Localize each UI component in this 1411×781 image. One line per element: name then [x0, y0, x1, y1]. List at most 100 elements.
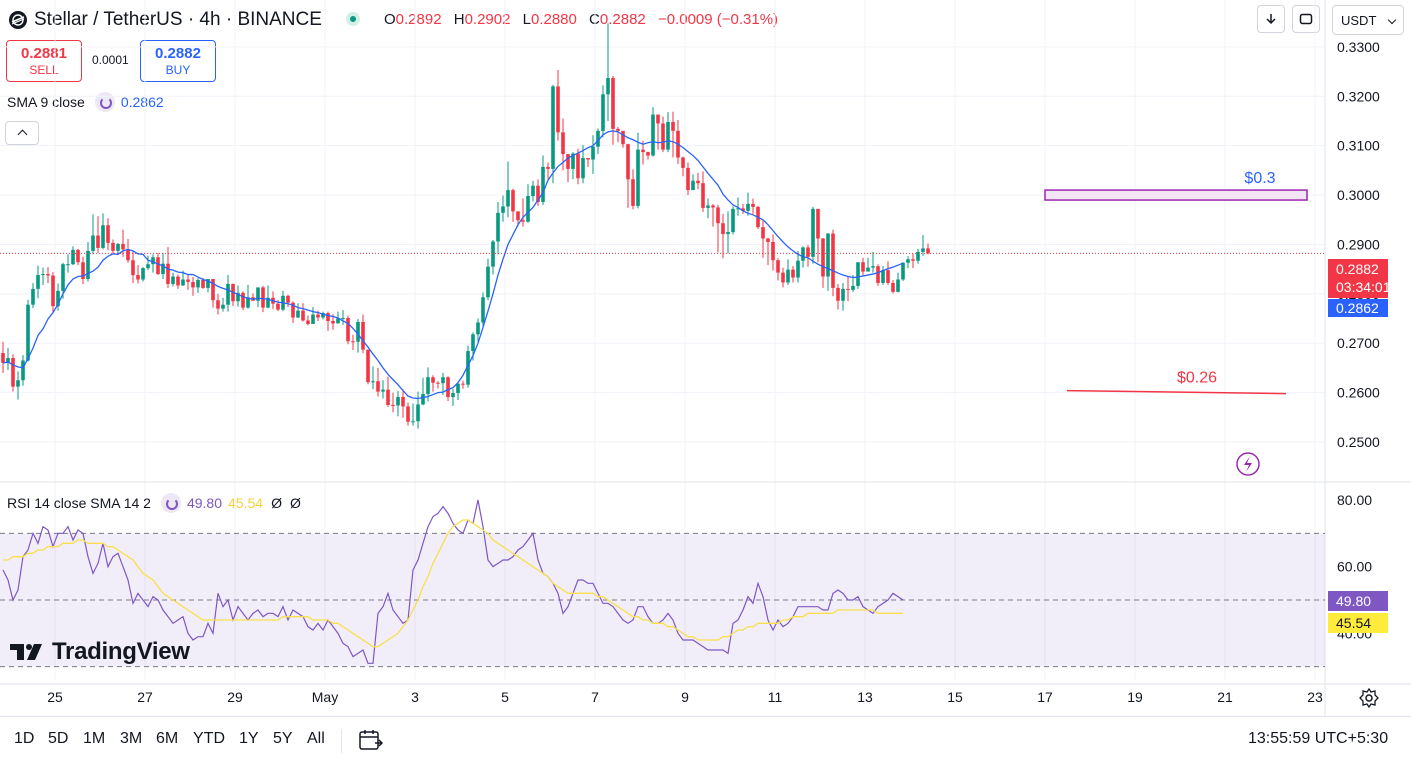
candle-body — [536, 185, 540, 202]
ohlc-low-key: L — [522, 11, 531, 28]
candle-body — [401, 397, 405, 407]
candle-body — [326, 313, 330, 321]
download-icon — [1266, 14, 1276, 25]
candle-body — [226, 283, 230, 305]
symbol-title[interactable]: Stellar / TetherUS · 4h · BINANCE — [34, 9, 322, 30]
candle-body — [601, 94, 605, 131]
range-1m-button[interactable]: 1M — [83, 730, 106, 747]
candle-body — [66, 264, 70, 266]
price-axis-label: 0.2600 — [1337, 385, 1380, 401]
candle-body — [501, 206, 505, 213]
candle-body — [451, 393, 455, 398]
calendar-goto-icon[interactable] — [357, 727, 383, 753]
candle-body — [846, 288, 850, 290]
candle-body — [331, 320, 335, 324]
candle-body — [46, 274, 50, 276]
candle-body — [101, 225, 105, 248]
price-axis-label: 0.3300 — [1337, 39, 1380, 55]
range-3m-button[interactable]: 3M — [120, 730, 143, 747]
range-5d-button[interactable]: 5D — [48, 730, 69, 747]
settings-gear-icon[interactable] — [1358, 687, 1380, 709]
rsi-sma-value-tag: 45.54 — [1328, 613, 1388, 633]
time-axis-label: 21 — [1217, 689, 1233, 705]
bar-countdown: 03:34:01 — [1336, 279, 1391, 295]
currency-select[interactable]: USDT — [1332, 5, 1404, 35]
candle-body — [146, 264, 150, 269]
candle-body — [381, 389, 385, 392]
range-6m-button[interactable]: 6M — [156, 730, 179, 747]
candle-body — [711, 205, 715, 208]
candle-body — [406, 406, 410, 422]
candle-body — [576, 153, 580, 179]
currency-label: USDT — [1341, 12, 1377, 28]
sma-legend[interactable]: SMA 9 close 0.2862 — [7, 92, 164, 112]
tradingview-watermark[interactable]: TradingView — [10, 638, 190, 666]
candle-body — [116, 243, 120, 251]
candle-body — [841, 288, 845, 301]
collapse-legend-button[interactable] — [5, 121, 39, 145]
candle-body — [646, 152, 650, 156]
range-ytd-button[interactable]: YTD — [193, 730, 225, 747]
candle-body — [416, 404, 420, 422]
candle-body — [661, 123, 665, 150]
candle-body — [831, 233, 835, 288]
indicator-refresh-icon[interactable] — [94, 92, 115, 112]
candle-body — [826, 233, 830, 277]
candle-body — [176, 276, 180, 286]
candle-body — [196, 279, 200, 288]
candle-body — [771, 241, 775, 261]
candle-body — [151, 257, 155, 265]
candle-body — [41, 274, 45, 276]
indicator-refresh-icon[interactable] — [160, 493, 181, 513]
price-axis-label: 0.2500 — [1337, 434, 1380, 450]
candle-body — [671, 121, 675, 131]
candle-body — [906, 259, 910, 263]
rsi-legend-empty-2: Ø — [289, 495, 301, 511]
download-button[interactable] — [1257, 5, 1285, 33]
toolbar-divider — [341, 729, 342, 753]
range-all-button[interactable]: All — [307, 730, 325, 747]
range-5y-button[interactable]: 5Y — [273, 730, 293, 747]
price-axis-label: 0.3200 — [1337, 88, 1380, 104]
candle-body — [211, 279, 215, 301]
lightning-icon — [1244, 456, 1252, 472]
candle-body — [871, 266, 875, 268]
time-axis-label: 11 — [768, 689, 783, 705]
candle-body — [6, 358, 10, 363]
candle-body — [571, 153, 575, 169]
range-1d-button[interactable]: 1D — [14, 730, 35, 747]
price-axis-label: 0.2700 — [1337, 335, 1380, 351]
clock-timezone[interactable]: 13:55:59 UTC+5:30 — [1248, 730, 1389, 747]
tradingview-wordmark: TradingView — [52, 638, 190, 665]
candle-body — [296, 310, 300, 318]
rsi-legend-empty-1: Ø — [271, 495, 282, 511]
candle-body — [391, 404, 395, 406]
time-axis-label: 29 — [227, 689, 243, 705]
range-1y-button[interactable]: 1Y — [239, 730, 259, 747]
bottom-toolbar: 1D 5D 1M 3M 6M YTD 1Y 5Y All 13:55:59 UT… — [0, 716, 1411, 764]
spread-value: 0.0001 — [92, 53, 129, 67]
candle-body — [81, 262, 85, 280]
candle-body — [221, 304, 225, 309]
candle-body — [171, 276, 175, 284]
time-axis-label: 5 — [501, 689, 509, 705]
fullscreen-icon — [1299, 13, 1313, 25]
sell-label: SELL — [29, 63, 59, 77]
rsi-sma-line — [3, 519, 903, 648]
candle-body — [776, 260, 780, 273]
tradingview-logo-icon — [10, 644, 42, 660]
candle-body — [551, 86, 555, 169]
rsi-axis-label: 60.00 — [1337, 559, 1372, 575]
candle-body — [506, 190, 510, 207]
candle-body — [56, 290, 60, 307]
candle-body — [26, 304, 30, 361]
rsi-legend[interactable]: RSI 14 close SMA 14 2 49.80 45.54 Ø Ø — [7, 493, 301, 513]
last-price-tag: 0.2882 03:34:01 — [1328, 259, 1391, 298]
candle-body — [61, 264, 65, 291]
time-axis-label: 9 — [681, 689, 689, 705]
candle-body — [86, 250, 90, 280]
candle-body — [781, 272, 785, 283]
candle-body — [461, 383, 465, 385]
rsi-legend-value: 49.80 — [186, 495, 223, 511]
price-chart[interactable]: 0.33000.32000.31000.30000.29000.28000.27… — [0, 0, 1411, 716]
